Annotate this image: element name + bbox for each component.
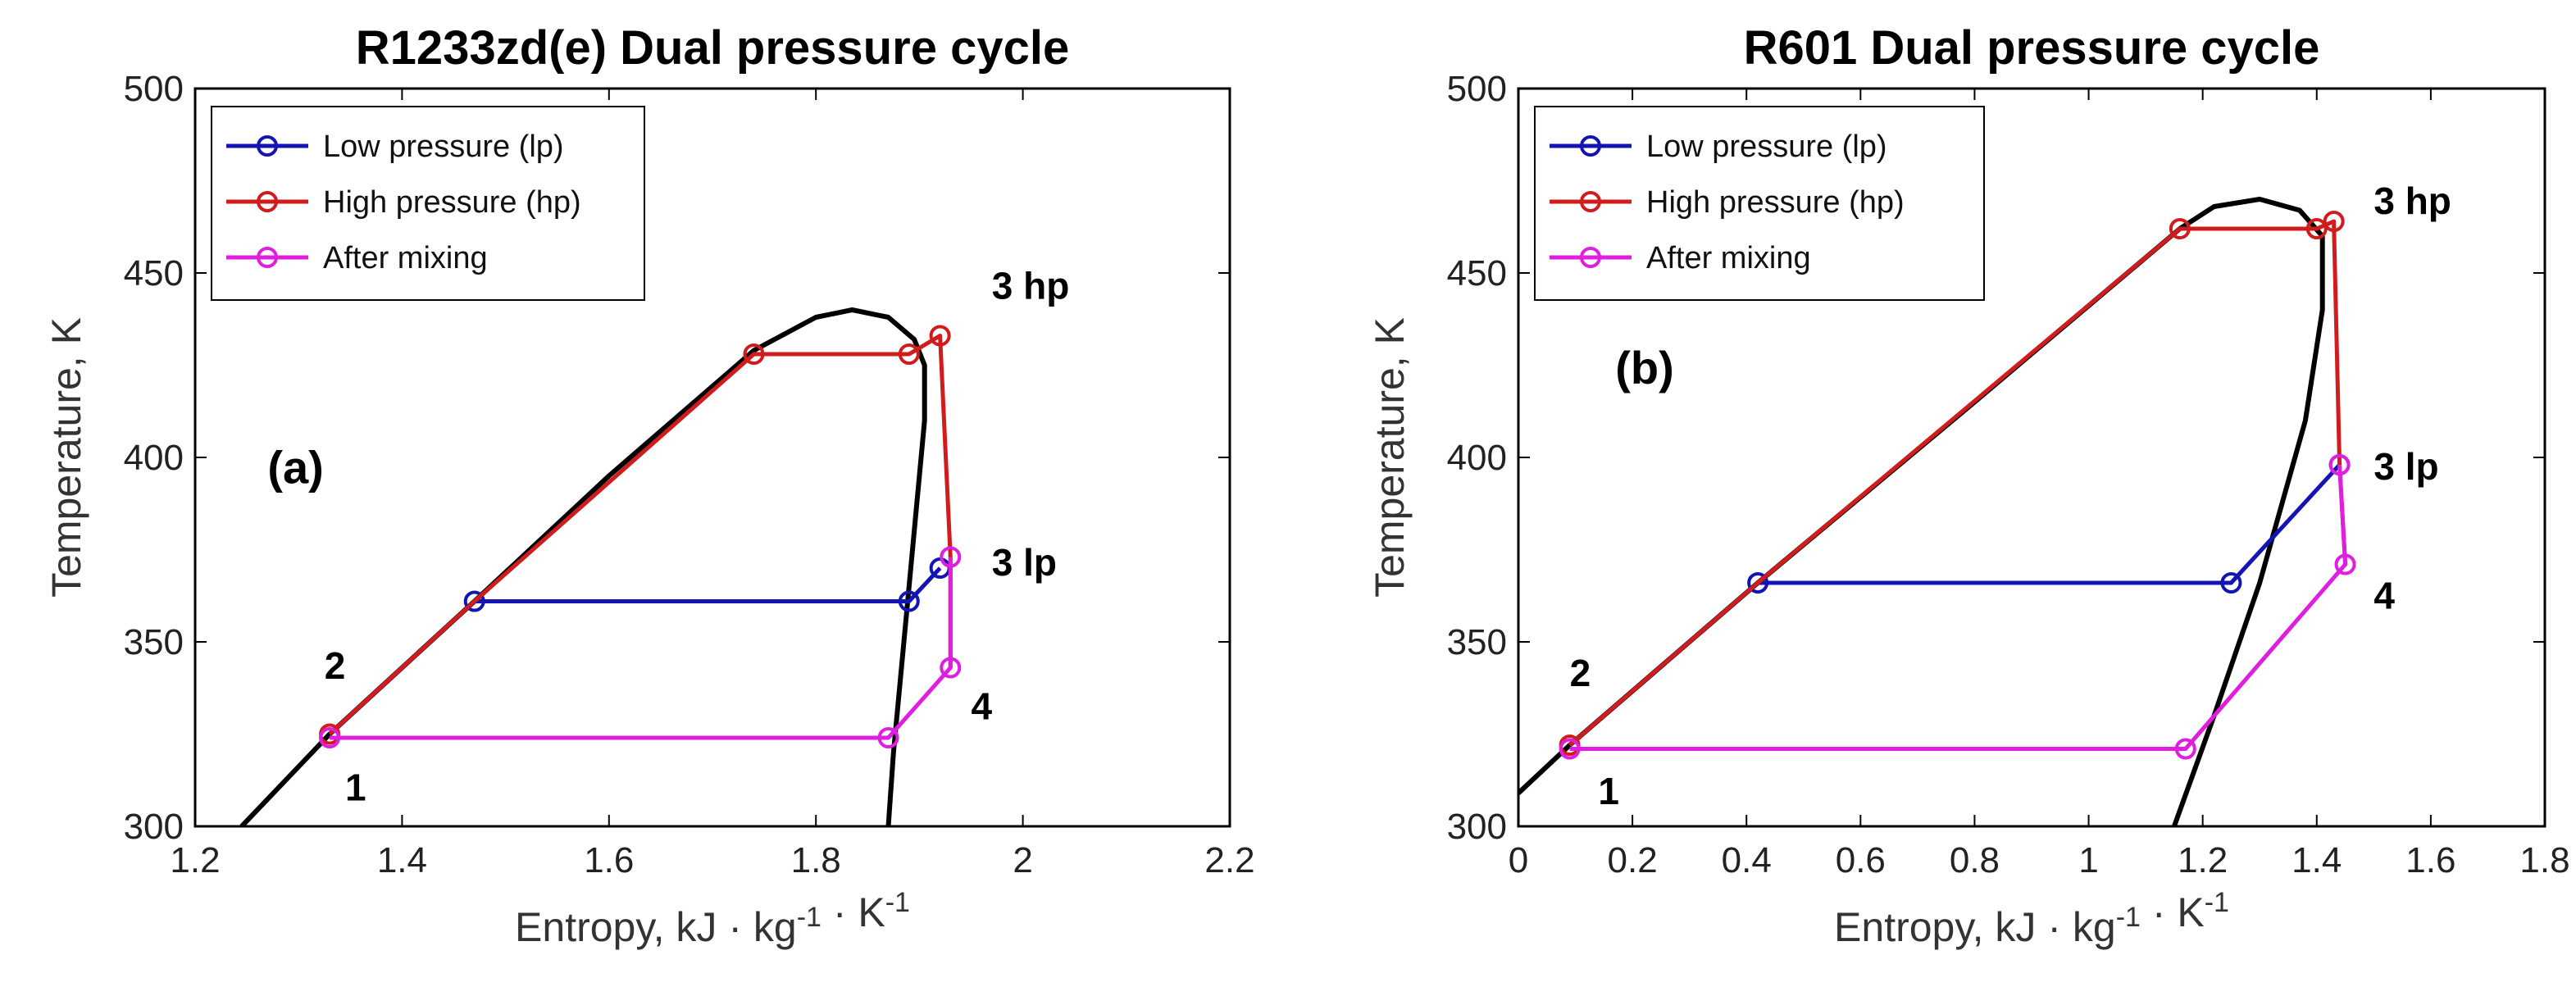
x-tick-label: 1.2	[2178, 840, 2228, 880]
series-point-2	[2305, 218, 2328, 239]
x-tick-label: 1.4	[377, 840, 427, 880]
x-tick-label: 1.8	[791, 840, 841, 880]
x-tick-label: 1.6	[2405, 840, 2455, 880]
legend-swatch-marker	[1580, 191, 1601, 212]
chart-panel-a: R1233zd(e) Dual pressure cycle 1.2 1.4 1.6 1…	[43, 21, 1255, 950]
panel-label: (a)	[267, 442, 323, 493]
y-tick-label: 500	[1447, 69, 1507, 109]
x-tick-label: 2	[1013, 840, 1032, 880]
y-tick-label: 400	[1447, 438, 1507, 478]
x-tick-label: 0	[1509, 840, 1528, 880]
series-point-2	[2323, 211, 2345, 232]
series-point-3	[940, 546, 962, 568]
legend-entry: High pressure (hp)	[1646, 185, 1905, 220]
y-tick-label: 400	[124, 438, 184, 478]
legend-entry: Low pressure (lp)	[323, 130, 564, 164]
legend-swatch-marker	[257, 191, 278, 212]
x-tick-label: 0.4	[1722, 840, 1772, 880]
state-point-label: 3 lp	[2373, 445, 2438, 488]
series-point-3	[319, 727, 341, 748]
state-point-label: 2	[325, 644, 346, 687]
series-point-1	[898, 590, 920, 612]
x-tick-label: 1.4	[2292, 840, 2342, 880]
legend-swatch-marker	[1580, 247, 1601, 268]
series-point-3	[1559, 738, 1581, 760]
panel-label: (b)	[1615, 342, 1674, 393]
legend-entry: High pressure (hp)	[323, 185, 581, 220]
y-tick-label: 500	[124, 69, 184, 109]
series-point-3	[2174, 738, 2196, 760]
state-point-label: 2	[1570, 652, 1591, 694]
state-point-label: 3 hp	[2373, 180, 2451, 222]
series-point-2	[743, 343, 765, 365]
data-layer	[1518, 197, 2356, 826]
x-tick-label: 0.2	[1608, 840, 1658, 880]
series-point-2	[898, 343, 920, 365]
series-point-3	[2328, 454, 2351, 475]
y-tick-label: 300	[1447, 807, 1507, 847]
series-point-1	[2220, 572, 2242, 594]
state-point-label: 1	[345, 766, 366, 809]
y-axis-label: Temperature, K	[1367, 317, 1413, 598]
series-point-2	[2169, 218, 2191, 239]
x-tick-label: 1.8	[2519, 840, 2569, 880]
x-tick-label: 1	[2078, 840, 2098, 880]
x-tick-label: 0.6	[1836, 840, 1886, 880]
series-line-3	[330, 557, 953, 740]
y-tick-label: 450	[124, 253, 184, 293]
chart-panel-b: R601 Dual pressure cycle 0 0.2 0.4 0.6 0.8 1 1.…	[1367, 21, 2570, 950]
y-tick-label: 450	[1447, 253, 1507, 293]
x-tick-label: 0.8	[1950, 840, 2000, 880]
state-point-label: 4	[972, 685, 993, 728]
x-tick-label: 1.2	[170, 840, 220, 880]
x-axis-label: Entropy, kJ · kg-1 · K-1	[515, 887, 910, 950]
legend-entry: After mixing	[1646, 241, 1811, 275]
legend-entry: After mixing	[323, 241, 488, 275]
series-point-1	[463, 590, 485, 612]
chart-title: R601 Dual pressure cycle	[1744, 21, 2320, 75]
legend-entry: Low pressure (lp)	[1646, 130, 1887, 164]
legend-swatch-marker	[257, 135, 278, 157]
state-point-label: 4	[2373, 575, 2395, 617]
series-point-3	[2334, 553, 2356, 575]
y-tick-label: 300	[124, 807, 184, 847]
y-axis-label: Temperature, K	[43, 317, 89, 598]
state-point-label: 3 lp	[992, 541, 1057, 584]
series-line-3	[1569, 464, 2348, 751]
chart-title: R1233zd(e) Dual pressure cycle	[356, 21, 1069, 75]
legend-swatch-marker	[257, 247, 278, 268]
series-point-2	[929, 325, 951, 347]
x-tick-label: 1.6	[584, 840, 634, 880]
y-tick-label: 350	[124, 622, 184, 662]
x-tick-label: 2.2	[1204, 840, 1254, 880]
legend-swatch-marker	[1580, 135, 1601, 157]
legend: Low pressure (lp) High pressure (hp) After…	[211, 106, 645, 301]
state-point-label: 3 hp	[992, 265, 1070, 307]
state-point-label: 1	[1598, 770, 1619, 812]
y-tick-label: 350	[1447, 622, 1507, 662]
series-point-1	[1747, 572, 1769, 594]
legend: Low pressure (lp) High pressure (hp) After…	[1534, 106, 1985, 301]
series-point-3	[940, 657, 962, 679]
series-point-3	[877, 727, 899, 748]
x-axis-label: Entropy, kJ · kg-1 · K-1	[1834, 887, 2229, 950]
data-layer	[239, 307, 962, 826]
